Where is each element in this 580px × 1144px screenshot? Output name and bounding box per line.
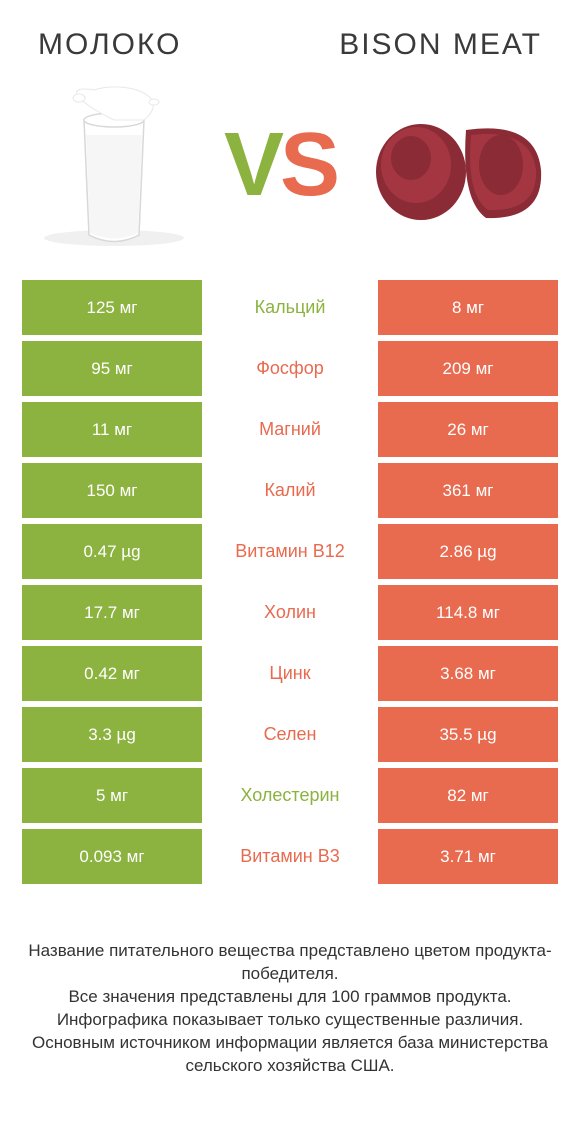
- cell-left-value: 3.3 µg: [22, 707, 202, 762]
- title-right: BISON MEAT: [339, 28, 542, 62]
- footer-line-3: Инфографика показывает только существенн…: [24, 1009, 556, 1032]
- table-row: 17.7 мгХолин114.8 мг: [22, 585, 558, 640]
- cell-nutrient-label: Холестерин: [202, 768, 378, 823]
- table-row: 0.47 µgВитамин B122.86 µg: [22, 524, 558, 579]
- cell-right-value: 2.86 µg: [378, 524, 558, 579]
- footer-line-2: Все значения представлены для 100 граммо…: [24, 986, 556, 1009]
- cell-right-value: 3.68 мг: [378, 646, 558, 701]
- cell-right-value: 8 мг: [378, 280, 558, 335]
- table-row: 0.093 мгВитамин B33.71 мг: [22, 829, 558, 884]
- table-row: 125 мгКальций8 мг: [22, 280, 558, 335]
- vs-s: S: [280, 120, 336, 210]
- cell-left-value: 17.7 мг: [22, 585, 202, 640]
- cell-nutrient-label: Фосфор: [202, 341, 378, 396]
- cell-left-value: 0.093 мг: [22, 829, 202, 884]
- cell-right-value: 82 мг: [378, 768, 558, 823]
- cell-left-value: 11 мг: [22, 402, 202, 457]
- cell-left-value: 150 мг: [22, 463, 202, 518]
- cell-left-value: 125 мг: [22, 280, 202, 335]
- cell-nutrient-label: Витамин B3: [202, 829, 378, 884]
- table-row: 5 мгХолестерин82 мг: [22, 768, 558, 823]
- cell-nutrient-label: Магний: [202, 402, 378, 457]
- cell-left-value: 5 мг: [22, 768, 202, 823]
- table-row: 0.42 мгЦинк3.68 мг: [22, 646, 558, 701]
- table-row: 11 мгМагний26 мг: [22, 402, 558, 457]
- cell-nutrient-label: Калий: [202, 463, 378, 518]
- table-row: 95 мгФосфор209 мг: [22, 341, 558, 396]
- cell-nutrient-label: Цинк: [202, 646, 378, 701]
- header: МОЛОКО BISON MEAT: [0, 0, 580, 62]
- cell-left-value: 95 мг: [22, 341, 202, 396]
- cell-nutrient-label: Кальций: [202, 280, 378, 335]
- cell-nutrient-label: Витамин B12: [202, 524, 378, 579]
- meat-image: [366, 100, 546, 230]
- cell-right-value: 361 мг: [378, 463, 558, 518]
- cell-nutrient-label: Селен: [202, 707, 378, 762]
- title-left: МОЛОКО: [38, 28, 181, 62]
- footer-line-4: Основным источником информации является …: [24, 1032, 556, 1078]
- cell-right-value: 35.5 µg: [378, 707, 558, 762]
- table-row: 3.3 µgСелен35.5 µg: [22, 707, 558, 762]
- comparison-table: 125 мгКальций8 мг 95 мгФосфор209 мг 11 мгМ…: [0, 280, 580, 884]
- cell-nutrient-label: Холин: [202, 585, 378, 640]
- cell-left-value: 0.47 µg: [22, 524, 202, 579]
- table-row: 150 мгКалий361 мг: [22, 463, 558, 518]
- vs-label: VS: [224, 120, 336, 210]
- cell-right-value: 26 мг: [378, 402, 558, 457]
- hero-row: VS: [0, 62, 580, 280]
- cell-right-value: 209 мг: [378, 341, 558, 396]
- footer-line-1: Название питательного вещества представл…: [24, 940, 556, 986]
- cell-left-value: 0.42 мг: [22, 646, 202, 701]
- milk-image: [34, 80, 194, 250]
- vs-v: V: [224, 120, 280, 210]
- footer-notes: Название питательного вещества представл…: [0, 890, 580, 1078]
- cell-right-value: 3.71 мг: [378, 829, 558, 884]
- cell-right-value: 114.8 мг: [378, 585, 558, 640]
